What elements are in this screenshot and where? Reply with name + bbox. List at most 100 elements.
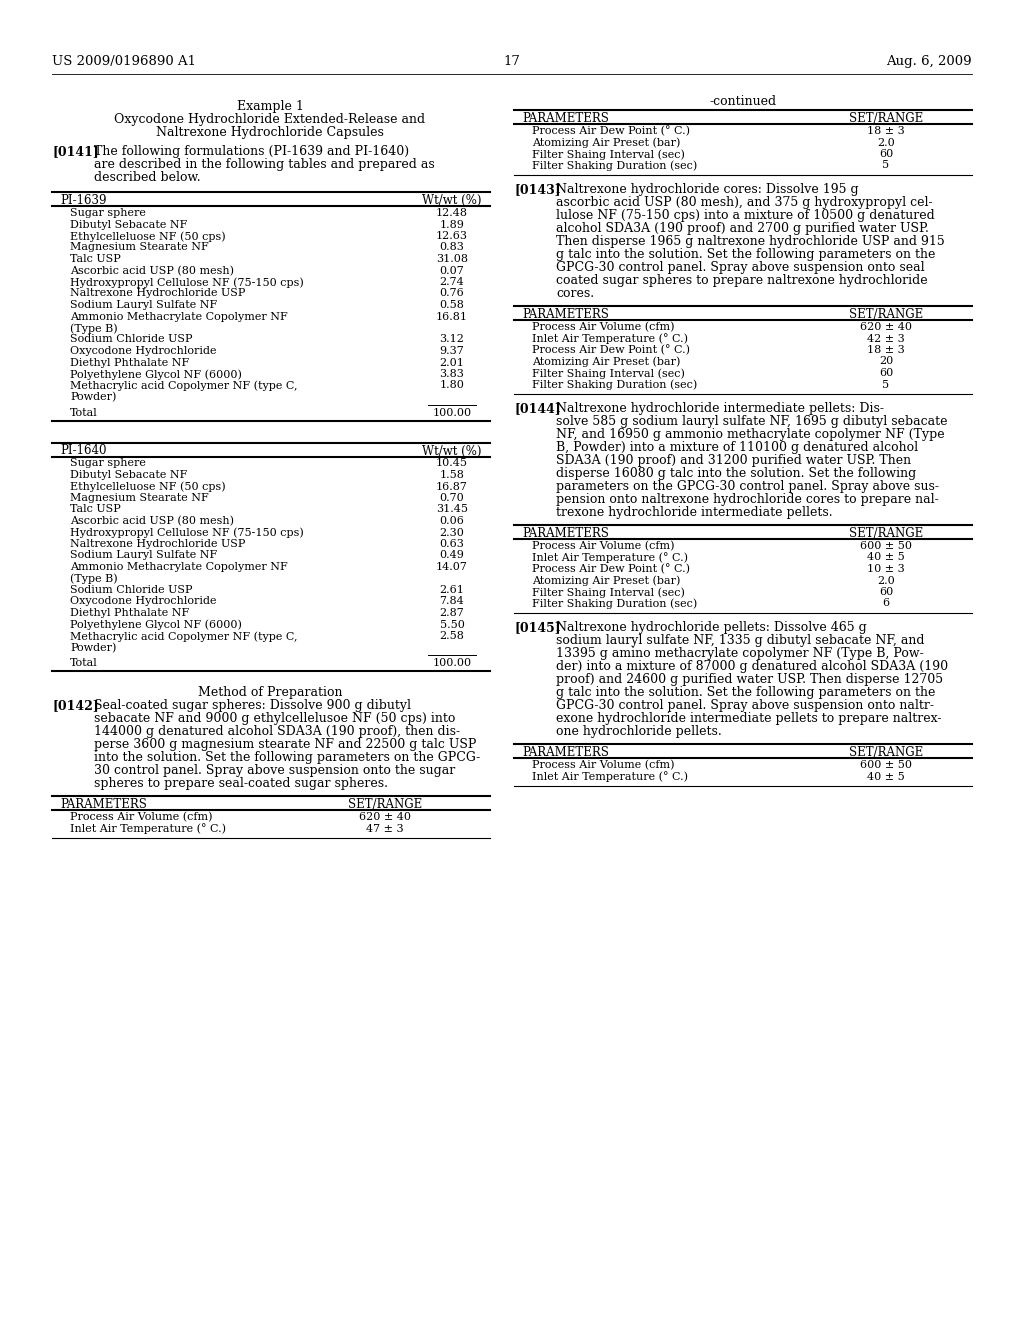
Text: 3.83: 3.83 — [439, 370, 465, 379]
Text: 18 ± 3: 18 ± 3 — [867, 345, 905, 355]
Text: B, Powder) into a mixture of 110100 g denatured alcohol: B, Powder) into a mixture of 110100 g de… — [556, 441, 919, 454]
Text: 6: 6 — [883, 598, 890, 609]
Text: Diethyl Phthalate NF: Diethyl Phthalate NF — [70, 358, 189, 367]
Text: Method of Preparation: Method of Preparation — [198, 686, 342, 700]
Text: der) into a mixture of 87000 g denatured alcohol SDA3A (190: der) into a mixture of 87000 g denatured… — [556, 660, 948, 673]
Text: 620 ± 40: 620 ± 40 — [860, 322, 912, 333]
Text: 600 ± 50: 600 ± 50 — [860, 541, 912, 550]
Text: lulose NF (75-150 cps) into a mixture of 10500 g denatured: lulose NF (75-150 cps) into a mixture of… — [556, 209, 935, 222]
Text: PARAMETERS: PARAMETERS — [522, 112, 609, 125]
Text: Sodium Chloride USP: Sodium Chloride USP — [70, 585, 193, 595]
Text: 0.83: 0.83 — [439, 243, 465, 252]
Text: 40 ± 5: 40 ± 5 — [867, 553, 905, 562]
Text: PARAMETERS: PARAMETERS — [60, 799, 146, 810]
Text: 18 ± 3: 18 ± 3 — [867, 125, 905, 136]
Text: Talc USP: Talc USP — [70, 253, 121, 264]
Text: Powder): Powder) — [70, 392, 117, 403]
Text: 0.58: 0.58 — [439, 300, 465, 310]
Text: Wt/wt (%): Wt/wt (%) — [422, 445, 481, 458]
Text: Ammonio Methacrylate Copolymer NF: Ammonio Methacrylate Copolymer NF — [70, 312, 288, 322]
Text: alcohol SDA3A (190 proof) and 2700 g purified water USP.: alcohol SDA3A (190 proof) and 2700 g pur… — [556, 222, 929, 235]
Text: GPCG-30 control panel. Spray above suspension onto seal: GPCG-30 control panel. Spray above suspe… — [556, 261, 925, 275]
Text: 1.58: 1.58 — [439, 470, 465, 480]
Text: 16.87: 16.87 — [436, 482, 468, 491]
Text: Methacrylic acid Copolymer NF (type C,: Methacrylic acid Copolymer NF (type C, — [70, 631, 298, 642]
Text: SET/RANGE: SET/RANGE — [849, 308, 923, 321]
Text: 30 control panel. Spray above suspension onto the sugar: 30 control panel. Spray above suspension… — [94, 764, 456, 777]
Text: Filter Shaking Duration (sec): Filter Shaking Duration (sec) — [532, 380, 697, 391]
Text: Atomizing Air Preset (bar): Atomizing Air Preset (bar) — [532, 356, 680, 367]
Text: 17: 17 — [504, 55, 520, 69]
Text: 2.74: 2.74 — [439, 277, 464, 286]
Text: 60: 60 — [879, 149, 893, 158]
Text: [0142]: [0142] — [52, 700, 98, 711]
Text: Total: Total — [70, 408, 97, 417]
Text: 16.81: 16.81 — [436, 312, 468, 322]
Text: 2.01: 2.01 — [439, 358, 465, 367]
Text: g talc into the solution. Set the following parameters on the: g talc into the solution. Set the follow… — [556, 686, 935, 700]
Text: Ammonio Methacrylate Copolymer NF: Ammonio Methacrylate Copolymer NF — [70, 562, 288, 572]
Text: 31.45: 31.45 — [436, 504, 468, 515]
Text: Ascorbic acid USP (80 mesh): Ascorbic acid USP (80 mesh) — [70, 265, 234, 276]
Text: Process Air Dew Point (° C.): Process Air Dew Point (° C.) — [532, 345, 690, 355]
Text: ascorbic acid USP (80 mesh), and 375 g hydroxypropyl cel-: ascorbic acid USP (80 mesh), and 375 g h… — [556, 195, 933, 209]
Text: perse 3600 g magnesium stearate NF and 22500 g talc USP: perse 3600 g magnesium stearate NF and 2… — [94, 738, 476, 751]
Text: Process Air Volume (cfm): Process Air Volume (cfm) — [532, 760, 675, 771]
Text: Powder): Powder) — [70, 643, 117, 653]
Text: -continued: -continued — [710, 95, 776, 108]
Text: Inlet Air Temperature (° C.): Inlet Air Temperature (° C.) — [532, 553, 688, 564]
Text: 600 ± 50: 600 ± 50 — [860, 760, 912, 770]
Text: Example 1: Example 1 — [237, 100, 303, 114]
Text: 0.49: 0.49 — [439, 550, 465, 561]
Text: 12.48: 12.48 — [436, 209, 468, 218]
Text: Process Air Volume (cfm): Process Air Volume (cfm) — [532, 322, 675, 333]
Text: Naltrexone hydrochloride intermediate pellets: Dis-: Naltrexone hydrochloride intermediate pe… — [556, 403, 884, 414]
Text: Dibutyl Sebacate NF: Dibutyl Sebacate NF — [70, 219, 187, 230]
Text: 20: 20 — [879, 356, 893, 367]
Text: spheres to prepare seal-coated sugar spheres.: spheres to prepare seal-coated sugar sph… — [94, 777, 388, 789]
Text: Process Air Volume (cfm): Process Air Volume (cfm) — [532, 541, 675, 552]
Text: trexone hydrochloride intermediate pellets.: trexone hydrochloride intermediate pelle… — [556, 506, 833, 519]
Text: Polyethylene Glycol NF (6000): Polyethylene Glycol NF (6000) — [70, 370, 242, 380]
Text: 2.87: 2.87 — [439, 609, 464, 618]
Text: Seal-coated sugar spheres: Dissolve 900 g dibutyl: Seal-coated sugar spheres: Dissolve 900 … — [94, 700, 411, 711]
Text: 0.07: 0.07 — [439, 265, 464, 276]
Text: 31.08: 31.08 — [436, 253, 468, 264]
Text: 2.0: 2.0 — [878, 137, 895, 148]
Text: Wt/wt (%): Wt/wt (%) — [422, 194, 481, 207]
Text: pension onto naltrexone hydrochloride cores to prepare nal-: pension onto naltrexone hydrochloride co… — [556, 492, 939, 506]
Text: 5: 5 — [883, 380, 890, 389]
Text: 2.30: 2.30 — [439, 528, 465, 537]
Text: Diethyl Phthalate NF: Diethyl Phthalate NF — [70, 609, 189, 618]
Text: 10 ± 3: 10 ± 3 — [867, 564, 905, 574]
Text: (Type B): (Type B) — [70, 323, 118, 334]
Text: (Type B): (Type B) — [70, 573, 118, 583]
Text: 42 ± 3: 42 ± 3 — [867, 334, 905, 343]
Text: disperse 16080 g talc into the solution. Set the following: disperse 16080 g talc into the solution.… — [556, 467, 916, 480]
Text: 5: 5 — [883, 161, 890, 170]
Text: Aug. 6, 2009: Aug. 6, 2009 — [887, 55, 972, 69]
Text: Magnesium Stearate NF: Magnesium Stearate NF — [70, 243, 209, 252]
Text: Naltrexone Hydrochloride USP: Naltrexone Hydrochloride USP — [70, 539, 246, 549]
Text: NF, and 16950 g ammonio methacrylate copolymer NF (Type: NF, and 16950 g ammonio methacrylate cop… — [556, 428, 944, 441]
Text: 1.80: 1.80 — [439, 380, 465, 391]
Text: Sodium Lauryl Sulfate NF: Sodium Lauryl Sulfate NF — [70, 300, 217, 310]
Text: Polyethylene Glycol NF (6000): Polyethylene Glycol NF (6000) — [70, 619, 242, 630]
Text: Atomizing Air Preset (bar): Atomizing Air Preset (bar) — [532, 137, 680, 148]
Text: Inlet Air Temperature (° C.): Inlet Air Temperature (° C.) — [532, 771, 688, 783]
Text: Process Air Dew Point (° C.): Process Air Dew Point (° C.) — [532, 564, 690, 574]
Text: Filter Shaking Duration (sec): Filter Shaking Duration (sec) — [532, 598, 697, 609]
Text: Total: Total — [70, 657, 97, 668]
Text: Ethylcelleluose NF (50 cps): Ethylcelleluose NF (50 cps) — [70, 482, 225, 492]
Text: 1.89: 1.89 — [439, 219, 465, 230]
Text: SET/RANGE: SET/RANGE — [849, 112, 923, 125]
Text: solve 585 g sodium lauryl sulfate NF, 1695 g dibutyl sebacate: solve 585 g sodium lauryl sulfate NF, 16… — [556, 414, 947, 428]
Text: Methacrylic acid Copolymer NF (type C,: Methacrylic acid Copolymer NF (type C, — [70, 380, 298, 391]
Text: 14.07: 14.07 — [436, 562, 468, 572]
Text: Filter Shaing Interval (sec): Filter Shaing Interval (sec) — [532, 587, 685, 598]
Text: g talc into the solution. Set the following parameters on the: g talc into the solution. Set the follow… — [556, 248, 935, 261]
Text: into the solution. Set the following parameters on the GPCG-: into the solution. Set the following par… — [94, 751, 480, 764]
Text: 12.63: 12.63 — [436, 231, 468, 242]
Text: 2.0: 2.0 — [878, 576, 895, 586]
Text: Oxycodone Hydrochloride: Oxycodone Hydrochloride — [70, 346, 216, 356]
